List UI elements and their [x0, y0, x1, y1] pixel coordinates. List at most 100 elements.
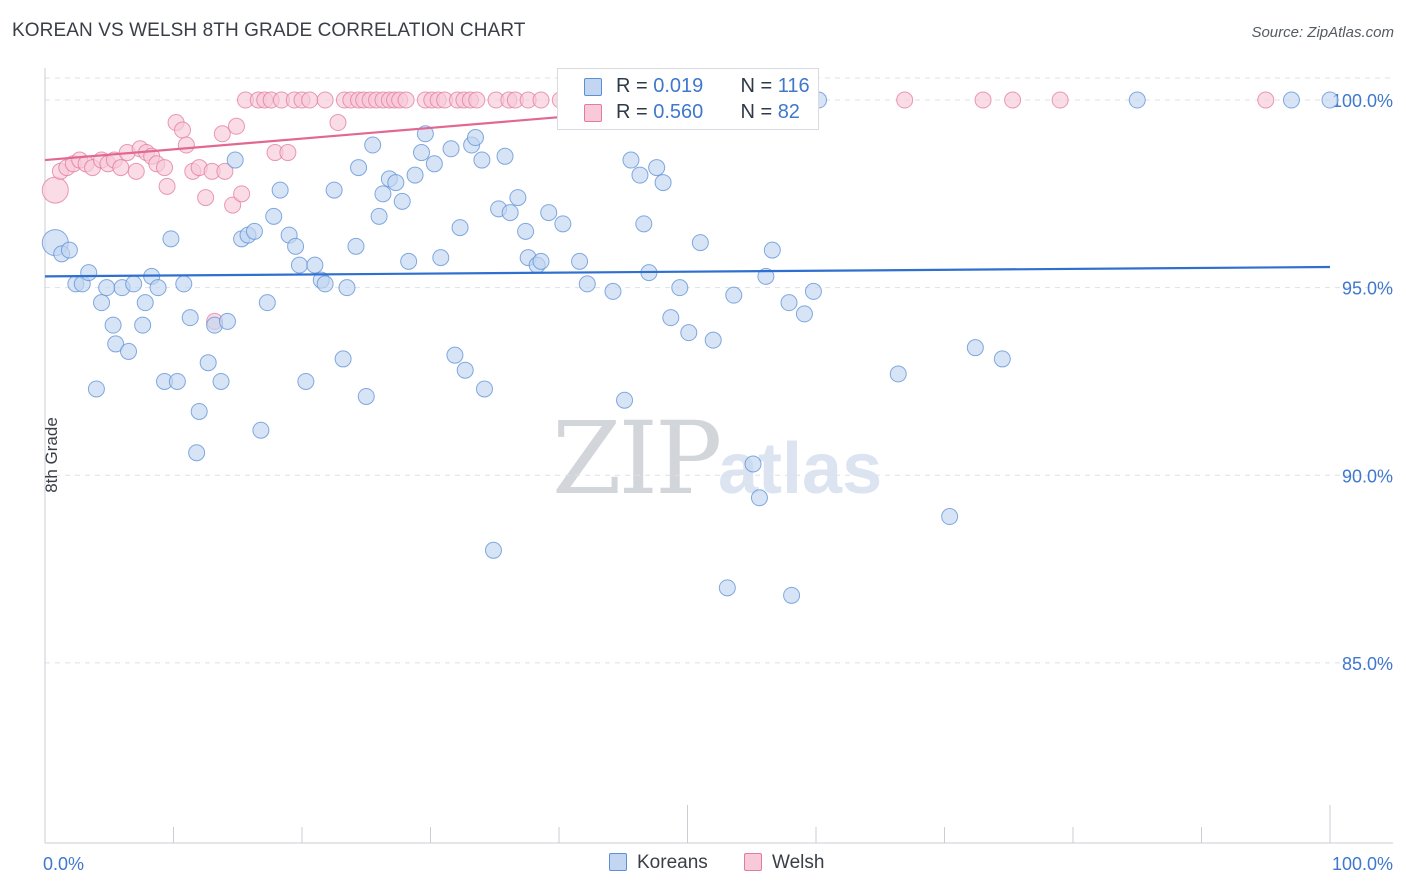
korean-point — [347, 237, 365, 255]
welsh-point — [156, 159, 174, 177]
korean-point — [149, 279, 167, 297]
x-tick-label: 0.0% — [43, 854, 84, 874]
welsh-point — [233, 185, 251, 203]
korean-point — [750, 489, 768, 507]
legend-n-label: N = — [740, 101, 778, 123]
y-tick-label: 95.0% — [1342, 279, 1393, 299]
korean-point — [993, 350, 1011, 368]
koreans-swatch — [584, 78, 602, 96]
welsh-point — [112, 159, 130, 177]
korean-point — [80, 264, 98, 282]
korean-point — [400, 252, 418, 270]
korean-point — [704, 331, 722, 349]
korean-point — [199, 354, 217, 372]
korean-point — [496, 147, 514, 165]
legend-item-koreans[interactable]: Koreans — [609, 852, 708, 874]
korean-point — [966, 339, 984, 357]
y-tick-label: 90.0% — [1342, 466, 1393, 486]
korean-point — [370, 207, 388, 225]
korean-point — [416, 125, 434, 143]
korean-point — [473, 151, 491, 169]
korean-point — [578, 275, 596, 293]
korean-point — [604, 282, 622, 300]
welsh-point — [224, 196, 242, 214]
legend-r-value-koreans: 0.019 — [653, 75, 704, 97]
korean-point — [432, 249, 450, 267]
korean-point — [795, 305, 813, 323]
korean-point — [442, 140, 460, 158]
legend-n-value-welsh: 82 — [777, 101, 800, 123]
korean-point — [718, 579, 736, 597]
korean-point — [93, 294, 111, 312]
welsh-point — [227, 117, 245, 135]
korean-point — [338, 279, 356, 297]
korean-point — [446, 346, 464, 364]
legend-r-label: R = — [616, 75, 654, 97]
welsh-point — [216, 162, 234, 180]
korean-point — [188, 444, 206, 462]
legend-n-value-koreans: 116 — [777, 75, 810, 97]
korean-point — [364, 136, 382, 154]
korean-point — [98, 279, 116, 297]
korean-point — [744, 455, 762, 473]
korean-point — [258, 294, 276, 312]
welsh-point — [279, 144, 297, 162]
welsh-legend-label: Welsh — [772, 852, 825, 873]
watermark-zip: ZIP — [552, 400, 722, 517]
y-axis-label: 8th Grade — [41, 417, 61, 493]
welsh-point — [41, 176, 69, 204]
korean-point — [1282, 91, 1300, 109]
korean-point — [120, 342, 138, 360]
korean-point — [1128, 91, 1146, 109]
korean-point — [757, 267, 775, 285]
legend-item-welsh[interactable]: Welsh — [744, 852, 824, 874]
welsh-point — [1257, 91, 1275, 109]
legend-r-label: R = — [616, 101, 654, 123]
korean-point — [509, 189, 527, 207]
welsh-point — [397, 91, 415, 109]
korean-point — [517, 222, 535, 240]
korean-point — [691, 234, 709, 252]
y-tick-label: 85.0% — [1342, 654, 1393, 674]
welsh-point — [177, 136, 195, 154]
korean-point — [350, 159, 368, 177]
welsh-point — [197, 189, 215, 207]
korean-point — [387, 174, 405, 192]
welsh-point — [329, 114, 347, 132]
y-tick-label: 100.0% — [1332, 91, 1393, 111]
korean-point — [554, 215, 572, 233]
korean-point — [162, 230, 180, 248]
welsh-point — [532, 91, 550, 109]
korean-point — [190, 402, 208, 420]
korean-point — [622, 151, 640, 169]
legend-n-label: N = — [740, 75, 778, 97]
korean-point — [218, 312, 236, 330]
welsh-point — [127, 162, 145, 180]
korean-point — [87, 380, 105, 398]
welsh-point — [1004, 91, 1022, 109]
chart-title: KOREAN VS WELSH 8TH GRADE CORRELATION CH… — [12, 20, 526, 41]
watermark-atlas: atlas — [718, 429, 883, 509]
korean-point — [763, 241, 781, 259]
korean-point — [107, 335, 125, 353]
source-credit: Source: ZipAtlas.com — [1251, 24, 1394, 41]
korean-point — [134, 316, 152, 334]
welsh-point — [316, 91, 334, 109]
korean-point — [631, 166, 649, 184]
korean-point — [226, 151, 244, 169]
korean-point — [671, 279, 689, 297]
korean-point — [175, 275, 193, 293]
korean-point — [265, 207, 283, 225]
korean-point — [297, 372, 315, 390]
welsh-point — [301, 91, 319, 109]
korean-point — [616, 391, 634, 409]
korean-point — [501, 204, 519, 222]
welsh-point — [173, 121, 191, 139]
legend-r-value-welsh: 0.560 — [653, 101, 704, 123]
welsh-point — [213, 125, 231, 143]
korean-point — [804, 282, 822, 300]
korean-point — [136, 294, 154, 312]
x-tick-label: 100.0% — [1332, 854, 1393, 874]
welsh-point — [468, 91, 486, 109]
